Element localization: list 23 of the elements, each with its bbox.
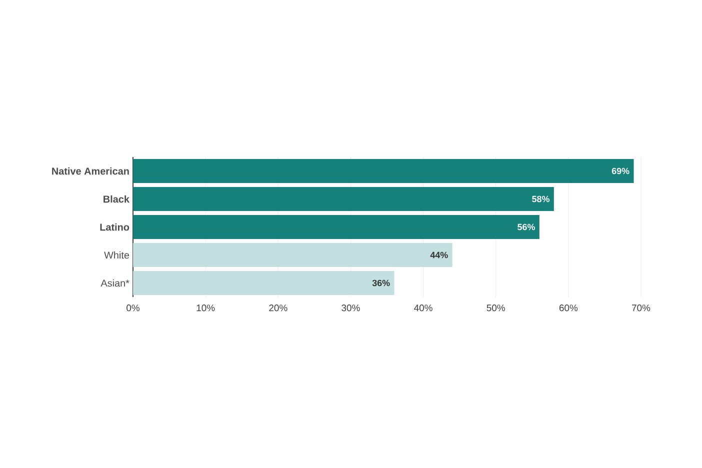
data-label: 36%: [372, 280, 390, 286]
data-label: 69%: [612, 168, 630, 174]
bar: [133, 159, 634, 184]
y-tick-label: White: [104, 251, 130, 259]
y-tick-label: Latino: [100, 223, 130, 231]
data-label: 56%: [518, 224, 535, 230]
x-tick-label: 70%: [632, 304, 650, 312]
bar: [133, 243, 452, 267]
x-tick-label: 10%: [196, 304, 215, 312]
x-tick-label: 0%: [126, 304, 140, 312]
data-label: 44%: [430, 252, 448, 258]
x-tick-label: 60%: [559, 304, 578, 312]
x-tick-label: 50%: [486, 304, 505, 312]
bar: [133, 271, 394, 295]
y-tick-label: Black: [104, 195, 130, 203]
x-tick-label: 30%: [342, 304, 360, 312]
bar: [133, 187, 554, 212]
x-tick-label: 20%: [269, 304, 288, 312]
bar: [133, 215, 540, 240]
x-tick-label: 40%: [414, 304, 432, 312]
y-tick-label: Asian*: [100, 279, 130, 287]
y-tick-label: Native American: [52, 167, 129, 175]
data-label: 58%: [532, 196, 550, 202]
